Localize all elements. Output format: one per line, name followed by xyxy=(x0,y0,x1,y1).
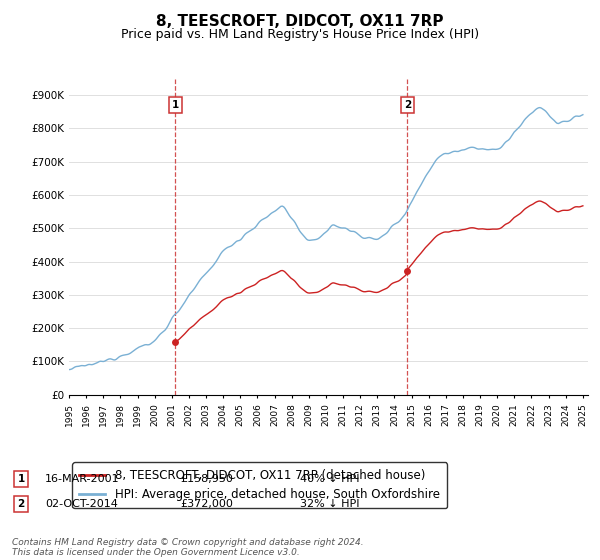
Text: 16-MAR-2001: 16-MAR-2001 xyxy=(45,474,119,484)
Text: 1: 1 xyxy=(172,100,179,110)
Text: 32% ↓ HPI: 32% ↓ HPI xyxy=(300,499,359,509)
Text: 2: 2 xyxy=(17,499,25,509)
Legend: 8, TEESCROFT, DIDCOT, OX11 7RP (detached house), HPI: Average price, detached ho: 8, TEESCROFT, DIDCOT, OX11 7RP (detached… xyxy=(73,463,447,508)
Text: 1: 1 xyxy=(17,474,25,484)
Text: Contains HM Land Registry data © Crown copyright and database right 2024.
This d: Contains HM Land Registry data © Crown c… xyxy=(12,538,364,557)
Text: £372,000: £372,000 xyxy=(180,499,233,509)
Text: 8, TEESCROFT, DIDCOT, OX11 7RP: 8, TEESCROFT, DIDCOT, OX11 7RP xyxy=(156,14,444,29)
Text: Price paid vs. HM Land Registry's House Price Index (HPI): Price paid vs. HM Land Registry's House … xyxy=(121,28,479,41)
Text: £158,950: £158,950 xyxy=(180,474,233,484)
Text: 02-OCT-2014: 02-OCT-2014 xyxy=(45,499,118,509)
Text: 40% ↓ HPI: 40% ↓ HPI xyxy=(300,474,359,484)
Text: 2: 2 xyxy=(404,100,411,110)
